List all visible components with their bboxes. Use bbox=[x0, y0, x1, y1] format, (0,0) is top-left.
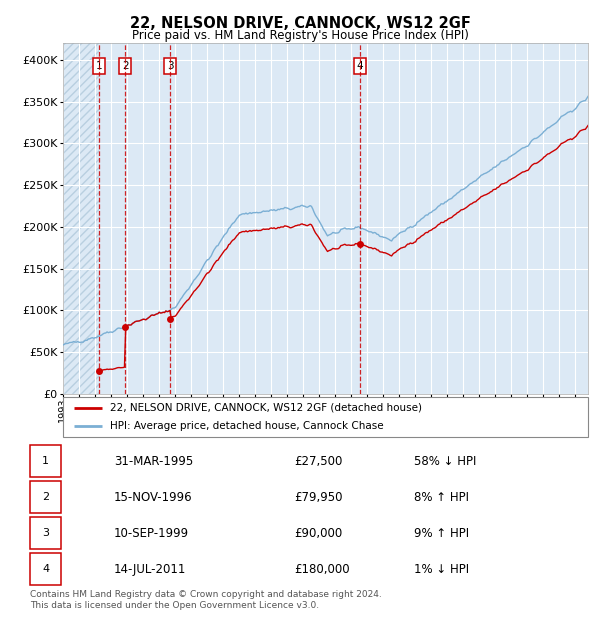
Text: 10-SEP-1999: 10-SEP-1999 bbox=[114, 527, 189, 539]
Text: 9% ↑ HPI: 9% ↑ HPI bbox=[414, 527, 469, 539]
FancyBboxPatch shape bbox=[63, 397, 588, 437]
Bar bbox=[63, 43, 99, 394]
Text: 1: 1 bbox=[42, 456, 49, 466]
Text: 22, NELSON DRIVE, CANNOCK, WS12 2GF (detached house): 22, NELSON DRIVE, CANNOCK, WS12 2GF (det… bbox=[110, 402, 422, 413]
Text: 3: 3 bbox=[167, 61, 173, 71]
Text: £180,000: £180,000 bbox=[294, 563, 350, 575]
Text: 4: 4 bbox=[356, 61, 363, 71]
Text: 1% ↓ HPI: 1% ↓ HPI bbox=[414, 563, 469, 575]
Text: 58% ↓ HPI: 58% ↓ HPI bbox=[414, 455, 476, 467]
Text: 15-NOV-1996: 15-NOV-1996 bbox=[114, 491, 193, 503]
Text: £79,950: £79,950 bbox=[294, 491, 343, 503]
Text: 4: 4 bbox=[42, 564, 49, 574]
Text: Price paid vs. HM Land Registry's House Price Index (HPI): Price paid vs. HM Land Registry's House … bbox=[131, 29, 469, 42]
Text: 1: 1 bbox=[96, 61, 103, 71]
Text: £27,500: £27,500 bbox=[294, 455, 343, 467]
Text: Contains HM Land Registry data © Crown copyright and database right 2024.
This d: Contains HM Land Registry data © Crown c… bbox=[30, 590, 382, 609]
Text: 14-JUL-2011: 14-JUL-2011 bbox=[114, 563, 187, 575]
Text: 31-MAR-1995: 31-MAR-1995 bbox=[114, 455, 193, 467]
Text: HPI: Average price, detached house, Cannock Chase: HPI: Average price, detached house, Cann… bbox=[110, 421, 384, 432]
Text: 8% ↑ HPI: 8% ↑ HPI bbox=[414, 491, 469, 503]
Text: 2: 2 bbox=[42, 492, 49, 502]
Text: £90,000: £90,000 bbox=[294, 527, 342, 539]
Text: 3: 3 bbox=[42, 528, 49, 538]
Text: 22, NELSON DRIVE, CANNOCK, WS12 2GF: 22, NELSON DRIVE, CANNOCK, WS12 2GF bbox=[130, 16, 470, 30]
Text: 2: 2 bbox=[122, 61, 128, 71]
